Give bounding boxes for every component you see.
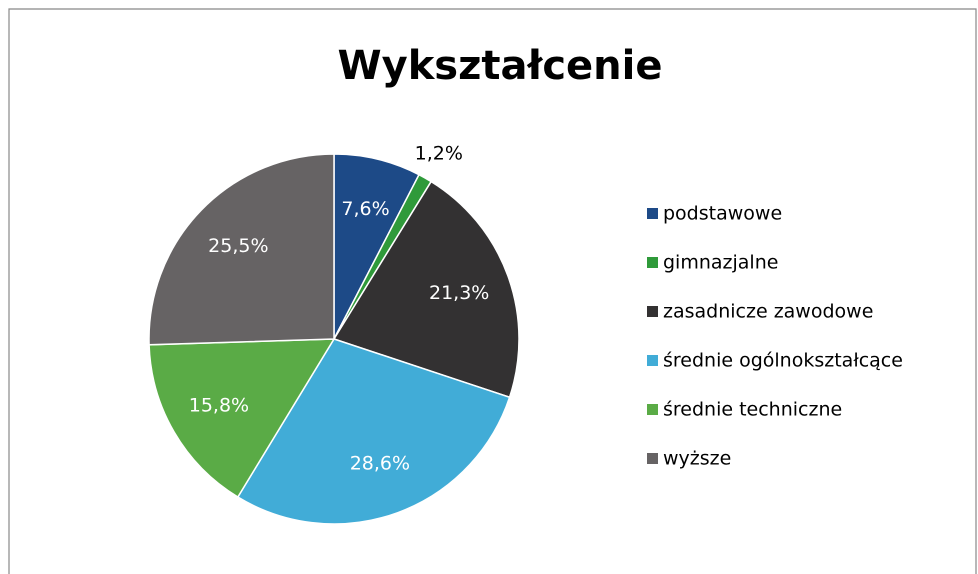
legend-label: wyższe	[663, 448, 731, 470]
data-label: 15,8%	[189, 395, 249, 417]
legend-swatch	[647, 453, 658, 464]
chart-title: Wykształcenie	[338, 43, 663, 89]
legend-label: podstawowe	[663, 203, 782, 225]
legend-swatch	[647, 404, 658, 415]
legend-label: średnie ogólnokształcące	[663, 350, 903, 372]
legend-swatch	[647, 306, 658, 317]
legend-swatch	[647, 208, 658, 219]
legend-swatch	[647, 257, 658, 268]
pie-slice	[148, 338, 336, 499]
legend-label: zasadnicze zawodowe	[663, 301, 873, 323]
data-label: 7,6%	[341, 198, 389, 220]
legend-swatch	[647, 355, 658, 366]
data-label: 1,2%	[415, 142, 463, 164]
data-label: 21,3%	[429, 282, 489, 304]
data-label: 25,5%	[208, 235, 268, 257]
chart-border	[8, 8, 977, 574]
pie-slice	[148, 153, 335, 346]
pie-slice	[332, 180, 520, 399]
legend-label: gimnazjalne	[663, 252, 778, 274]
legend-label: średnie techniczne	[663, 399, 842, 421]
pie-slice	[236, 338, 511, 525]
data-label: 28,6%	[350, 453, 410, 475]
